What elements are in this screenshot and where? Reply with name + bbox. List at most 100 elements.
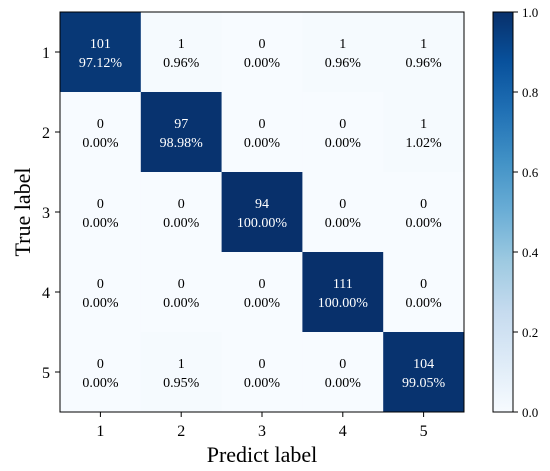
cell-count-r2-c2: 97: [174, 117, 188, 132]
cell-r1-c2: [140, 12, 222, 93]
cell-count-r5-c3: 0: [259, 357, 266, 372]
cell-count-r5-c2: 1: [178, 357, 185, 372]
cell-percent-r3-c1: 0.00%: [82, 216, 119, 231]
cell-percent-r5-c5: 99.05%: [402, 376, 446, 391]
cell-count-r3-c1: 0: [97, 197, 104, 212]
cell-percent-r5-c1: 0.00%: [82, 376, 119, 391]
cell-percent-r2-c4: 0.00%: [325, 136, 362, 151]
colorbar-tick-label: 0.0: [522, 405, 538, 420]
cell-labels: 10197.12%10.96%00.00%10.96%10.96%00.00%9…: [79, 37, 446, 391]
cell-percent-r4-c4: 100.00%: [318, 296, 369, 311]
cell-r3-c4: [302, 172, 384, 253]
cell-r5-c4: [302, 332, 384, 413]
cell-count-r4-c4: 111: [333, 277, 353, 292]
x-tick-label: 1: [96, 423, 104, 440]
cell-r3-c1: [60, 172, 142, 253]
colorbar: [492, 11, 514, 413]
cell-count-r5-c1: 0: [97, 357, 104, 372]
cell-percent-r2-c1: 0.00%: [82, 136, 119, 151]
y-tick-label: 4: [42, 285, 50, 302]
cell-r5-c1: [60, 332, 142, 413]
cell-count-r1-c2: 1: [178, 37, 185, 52]
cell-percent-r1-c2: 0.96%: [163, 56, 200, 71]
x-axis-label: Predict label: [207, 442, 318, 467]
colorbar-tick-label: 1.0: [522, 5, 538, 20]
heatmap-cells: [60, 12, 465, 413]
cell-percent-r2-c5: 1.02%: [406, 136, 443, 151]
cell-percent-r3-c5: 0.00%: [406, 216, 443, 231]
cell-r2-c5: [383, 92, 465, 173]
cell-r2-c3: [221, 92, 303, 173]
y-tick-label: 1: [42, 45, 50, 62]
y-tick-label: 2: [42, 125, 50, 142]
cell-r4-c2: [140, 252, 222, 333]
cell-percent-r3-c3: 100.00%: [237, 216, 288, 231]
cell-r2-c2: [140, 92, 222, 173]
cell-percent-r5-c2: 0.95%: [163, 376, 200, 391]
cell-r1-c1: [60, 12, 142, 93]
cell-r3-c3: [221, 172, 303, 253]
colorbar-tick-label: 0.4: [522, 245, 539, 260]
cell-count-r2-c1: 0: [97, 117, 104, 132]
cell-count-r1-c3: 0: [259, 37, 266, 52]
cell-count-r3-c2: 0: [178, 197, 185, 212]
cell-count-r1-c1: 101: [90, 37, 111, 52]
cell-count-r2-c5: 1: [420, 117, 427, 132]
cell-percent-r4-c5: 0.00%: [406, 296, 443, 311]
cell-count-r3-c3: 94: [255, 197, 269, 212]
x-tick-label: 5: [420, 423, 428, 440]
colorbar-ticks: 0.0 0.2 0.4 0.6 0.8 1.0: [513, 5, 539, 420]
cell-r4-c3: [221, 252, 303, 333]
cell-r5-c2: [140, 332, 222, 413]
cell-percent-r1-c5: 0.96%: [406, 56, 443, 71]
cell-count-r1-c4: 1: [339, 37, 346, 52]
cell-percent-r1-c3: 0.00%: [244, 56, 281, 71]
cell-percent-r1-c1: 97.12%: [79, 56, 123, 71]
cell-r2-c1: [60, 92, 142, 173]
cell-r1-c4: [302, 12, 384, 93]
cell-percent-r2-c2: 98.98%: [160, 136, 204, 151]
x-tick-label: 2: [177, 423, 185, 440]
y-tick-label: 5: [42, 365, 50, 382]
cell-count-r3-c4: 0: [339, 197, 346, 212]
cell-percent-r5-c4: 0.00%: [325, 376, 362, 391]
cell-count-r1-c5: 1: [420, 37, 427, 52]
cell-percent-r2-c3: 0.00%: [244, 136, 281, 151]
cell-percent-r3-c4: 0.00%: [325, 216, 362, 231]
cell-percent-r4-c2: 0.00%: [163, 296, 200, 311]
colorbar-tick-label: 0.2: [522, 325, 538, 340]
cell-r4-c5: [383, 252, 465, 333]
cell-count-r4-c5: 0: [420, 277, 427, 292]
cell-count-r4-c1: 0: [97, 277, 104, 292]
cell-count-r2-c4: 0: [339, 117, 346, 132]
cell-count-r5-c4: 0: [339, 357, 346, 372]
x-tick-label: 4: [339, 423, 347, 440]
cell-r4-c4: [302, 252, 384, 333]
cell-percent-r4-c3: 0.00%: [244, 296, 281, 311]
cell-percent-r4-c1: 0.00%: [82, 296, 119, 311]
cell-percent-r5-c3: 0.00%: [244, 376, 281, 391]
colorbar-tick-label: 0.6: [522, 165, 539, 180]
cell-count-r4-c3: 0: [259, 277, 266, 292]
cell-count-r2-c3: 0: [259, 117, 266, 132]
cell-r5-c5: [383, 332, 465, 413]
y-axis-ticks: 1 2 3 4 5: [42, 45, 60, 382]
cell-r5-c3: [221, 332, 303, 413]
cell-r4-c1: [60, 252, 142, 333]
x-axis-ticks: 1 2 3 4 5: [96, 412, 428, 440]
y-axis-label: True label: [10, 167, 35, 256]
cell-r1-c3: [221, 12, 303, 93]
cell-count-r5-c5: 104: [413, 357, 434, 372]
cell-r1-c5: [383, 12, 465, 93]
cell-count-r4-c2: 0: [178, 277, 185, 292]
x-tick-label: 3: [258, 423, 266, 440]
y-tick-label: 3: [42, 205, 50, 222]
cell-percent-r1-c4: 0.96%: [325, 56, 362, 71]
cell-percent-r3-c2: 0.00%: [163, 216, 200, 231]
colorbar-tick-label: 0.8: [522, 85, 538, 100]
cell-r2-c4: [302, 92, 384, 173]
cell-r3-c2: [140, 172, 222, 253]
cell-count-r3-c5: 0: [420, 197, 427, 212]
cell-r3-c5: [383, 172, 465, 253]
